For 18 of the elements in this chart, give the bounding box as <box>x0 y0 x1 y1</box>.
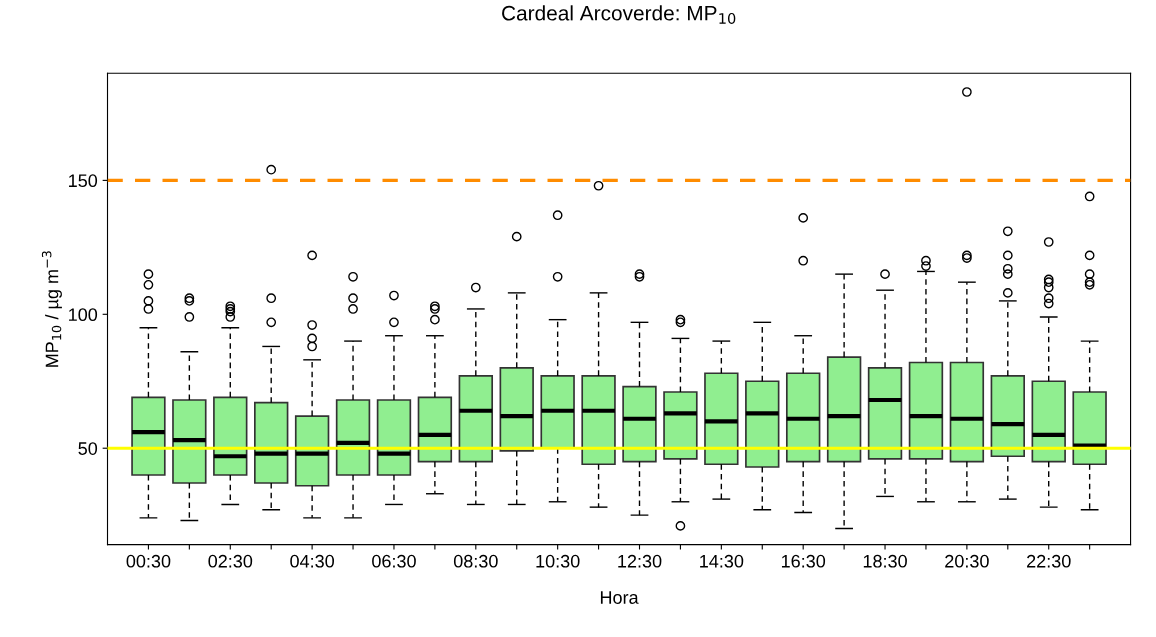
y-axis-title: MP$_{10}$ / µg m$^{−3}$ <box>41 251 62 367</box>
x-axis-title: Hora <box>600 591 639 604</box>
x-tick-label: 16:30 <box>781 554 826 568</box>
chart-title: Cardeal Arcoverde: MP$_{10}$ <box>502 5 736 24</box>
y-tick-label: 100 <box>69 308 98 322</box>
x-tick-label: 18:30 <box>863 554 907 568</box>
x-tick-label: 22:30 <box>1027 554 1071 568</box>
x-tick-label: 00:30 <box>126 554 171 568</box>
y-tick-label: 150 <box>69 174 98 188</box>
y-tick-label: 50 <box>78 442 98 455</box>
x-tick-label: 20:30 <box>945 554 989 568</box>
x-tick-label: 14:30 <box>700 554 744 568</box>
x-tick-label: 10:30 <box>536 554 580 568</box>
x-tick-label: 06:30 <box>372 554 416 568</box>
x-tick-label: 12:30 <box>618 554 662 568</box>
x-tick-label: 04:30 <box>290 554 335 568</box>
x-tick-label: 02:30 <box>208 554 253 568</box>
x-tick-label: 08:30 <box>453 554 498 568</box>
